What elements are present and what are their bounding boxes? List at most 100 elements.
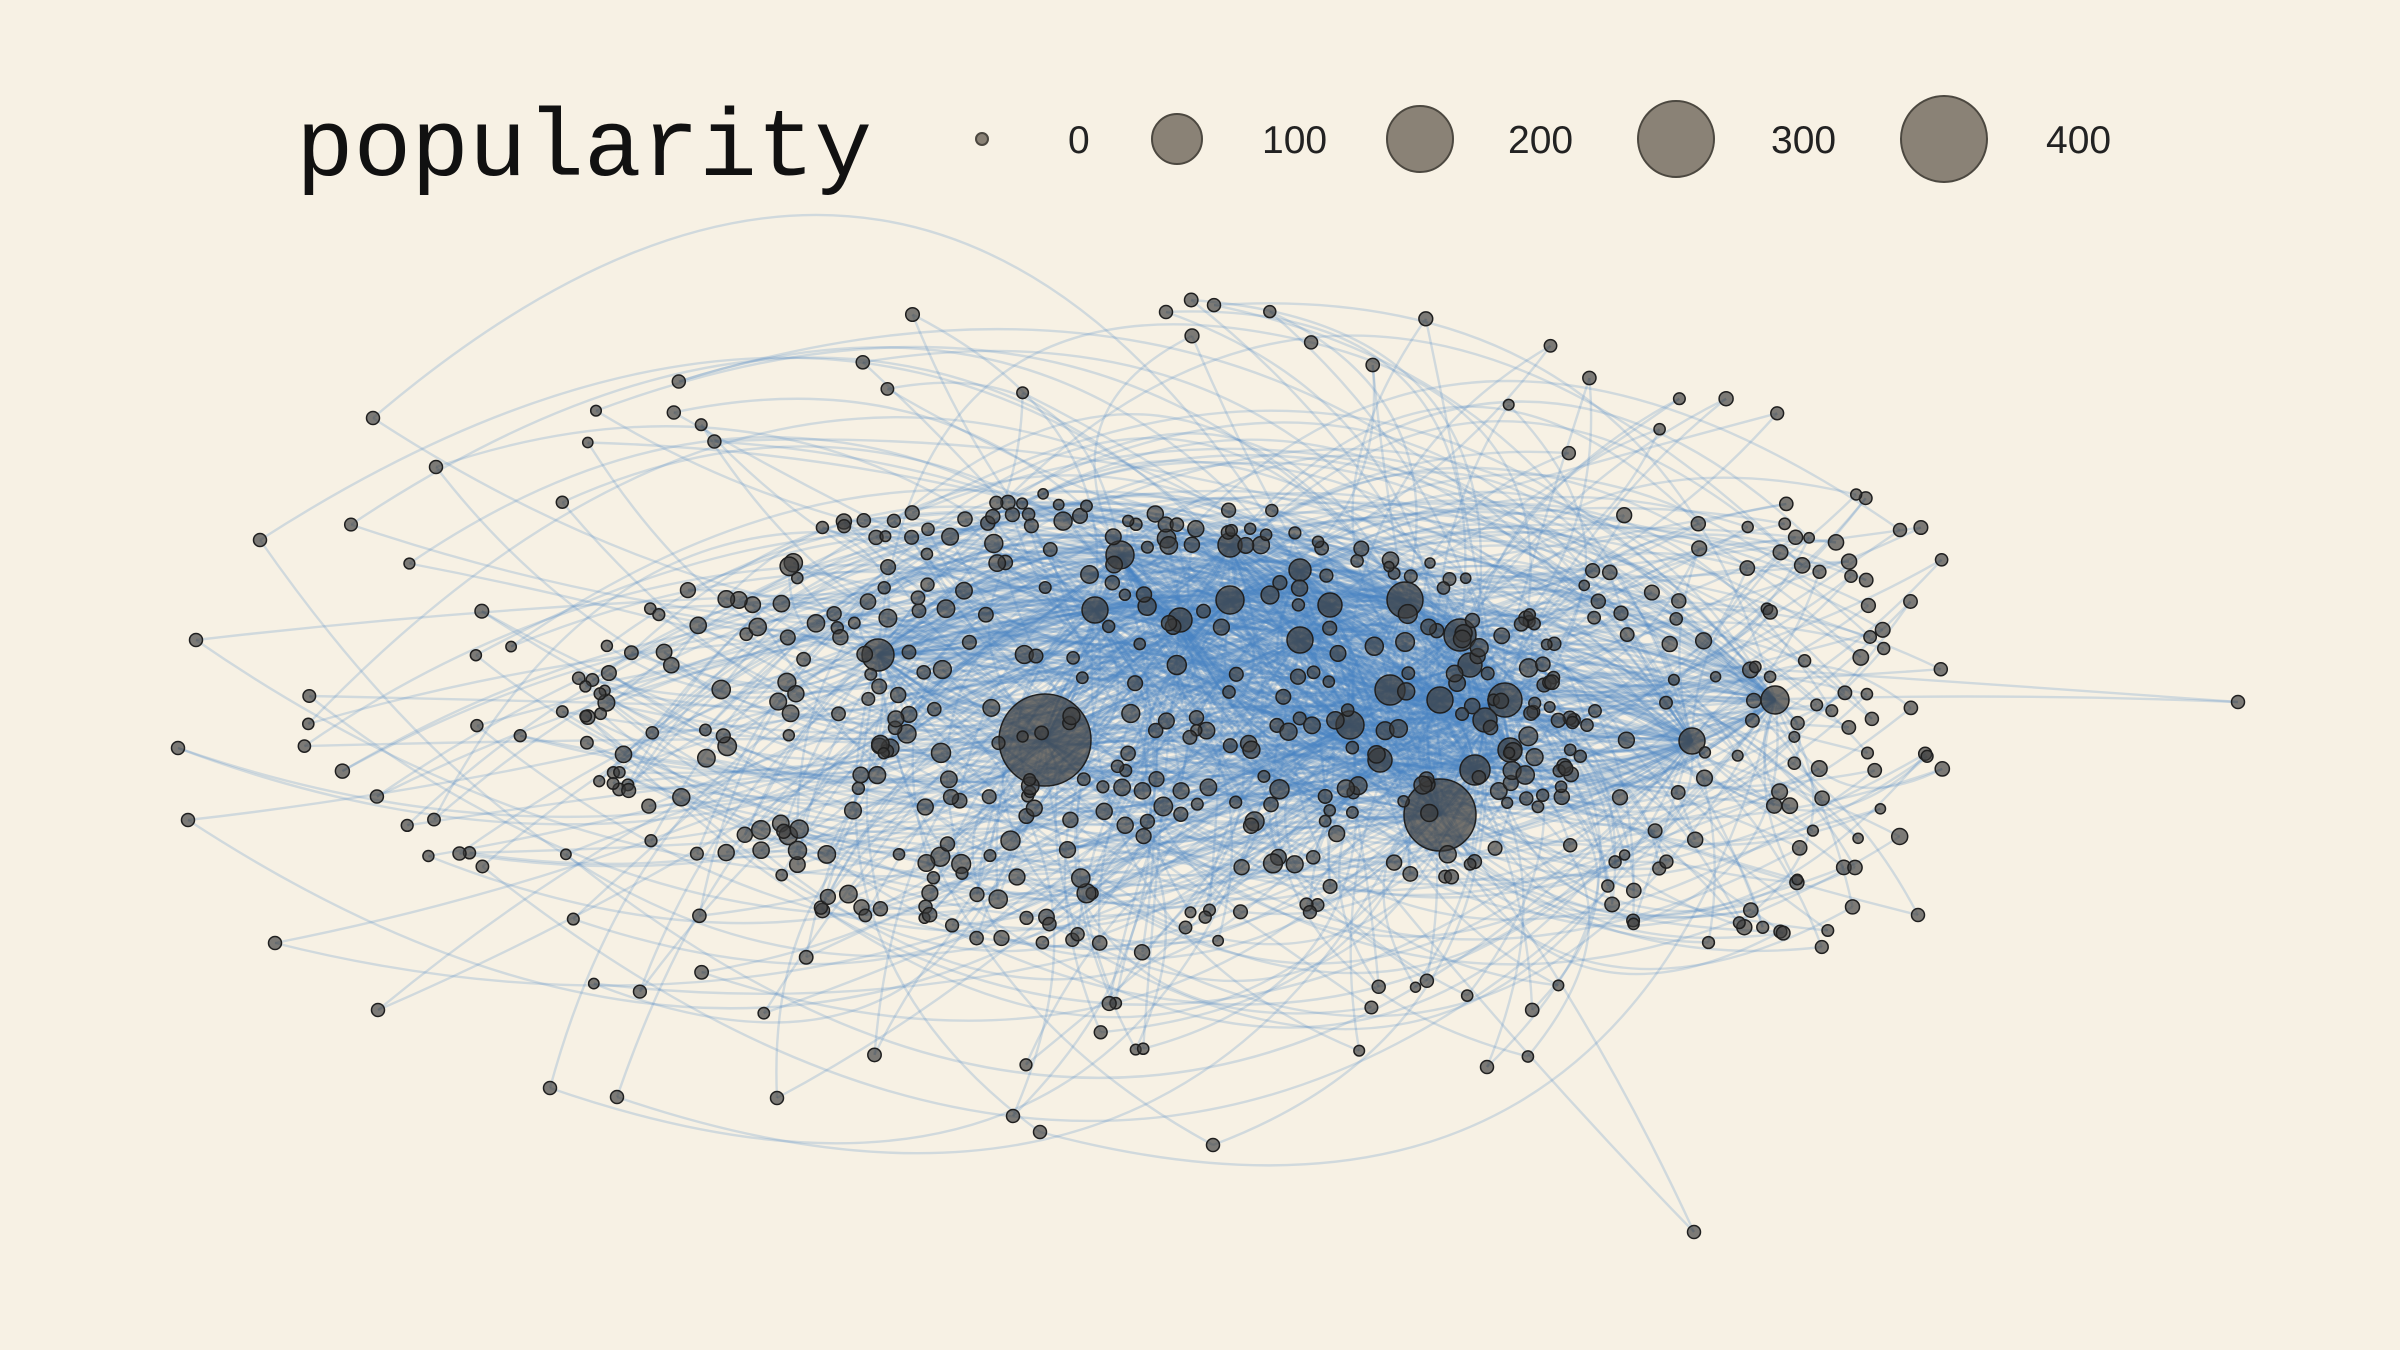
graph-node (772, 594, 791, 613)
graph-node (944, 918, 960, 933)
graph-node (1732, 916, 1746, 930)
edge (1328, 663, 1471, 683)
edge (1044, 586, 1441, 817)
graph-node (856, 513, 872, 528)
graph-node (593, 687, 607, 701)
edge (1297, 604, 1486, 722)
edge (725, 656, 1391, 854)
legend-label-0: 0 (1068, 119, 1090, 162)
graph-node (1302, 904, 1318, 920)
edge (951, 638, 1301, 927)
edge (1119, 554, 1776, 795)
graph-node (813, 900, 829, 915)
graph-node (1183, 292, 1199, 308)
edge (1076, 676, 1441, 935)
graph-node (985, 508, 1001, 525)
edge (1094, 587, 1301, 651)
graph-node (1263, 796, 1279, 813)
edge (796, 577, 1231, 710)
edge (1044, 738, 1427, 781)
graph-node (1513, 616, 1529, 632)
edge (1094, 609, 1556, 736)
graph-node (843, 801, 863, 820)
edge (969, 589, 1406, 644)
edge (1062, 448, 1776, 701)
graph-node (671, 374, 687, 389)
edge (1228, 544, 1381, 762)
edge (1154, 568, 1301, 731)
edge (895, 597, 1231, 720)
graph-node (1487, 840, 1503, 856)
hub-node (1678, 727, 1706, 755)
graph-node (1019, 1058, 1033, 1072)
edge (1379, 683, 1545, 762)
graph-node (1691, 540, 1708, 557)
graph-node (1849, 488, 1863, 501)
graph-node (1601, 564, 1618, 581)
edge (259, 356, 1442, 816)
edge (1404, 428, 1661, 602)
edge (877, 459, 1431, 656)
edge (1276, 569, 1377, 756)
graph-node (1172, 782, 1190, 800)
edge (918, 573, 1391, 691)
graph-node (1543, 338, 1558, 353)
graph-node (1220, 502, 1237, 518)
edge (1118, 554, 1156, 953)
graph-node (1396, 682, 1416, 701)
edge (1016, 699, 1442, 909)
edge (598, 571, 1381, 783)
graph-node (864, 667, 878, 681)
graph-node (1578, 579, 1591, 592)
edge (877, 609, 1096, 673)
edge (1165, 310, 1467, 636)
graph-node (1228, 666, 1244, 682)
edge (968, 608, 1096, 644)
edge (1254, 719, 1487, 829)
graph-node (1903, 700, 1919, 716)
edge (259, 539, 1471, 958)
edge (1191, 298, 1483, 666)
graph-node (1535, 788, 1550, 803)
edge (1044, 738, 1404, 805)
edge (604, 608, 1471, 692)
graph-node (1739, 560, 1756, 577)
graph-node (750, 819, 771, 840)
graph-node (1263, 304, 1277, 319)
edge (1439, 698, 1776, 817)
graph-node (1920, 749, 1934, 763)
edge (1229, 543, 1850, 580)
edge (1484, 673, 1776, 807)
edge (1229, 599, 1480, 779)
edge (1208, 663, 1776, 911)
graph-node (427, 812, 441, 827)
graph-node (1482, 719, 1499, 736)
edge (877, 654, 1795, 892)
edge (826, 650, 1506, 898)
graph-node (1420, 803, 1439, 823)
graph-node (867, 1047, 882, 1063)
edge (619, 738, 1046, 791)
edge (1509, 747, 1764, 928)
edge (1179, 598, 1406, 631)
graph-node (1731, 749, 1744, 762)
graph-node (606, 776, 620, 791)
edge (738, 541, 1181, 621)
edge (469, 698, 1776, 854)
graph-node (831, 706, 846, 722)
edge (638, 553, 1121, 993)
edge (1328, 604, 1382, 761)
edge (1299, 638, 2239, 704)
edge (864, 599, 1181, 656)
edge (1146, 546, 1461, 684)
graph-node (1611, 789, 1629, 806)
edge (882, 580, 1331, 754)
edge (1260, 544, 1355, 726)
edge (1469, 608, 1768, 701)
graph-node (1326, 710, 1345, 730)
edge (864, 598, 1406, 917)
graph-node (781, 704, 800, 723)
graph-node (991, 735, 1006, 751)
graph-node (1588, 703, 1602, 718)
edge (843, 520, 1486, 722)
